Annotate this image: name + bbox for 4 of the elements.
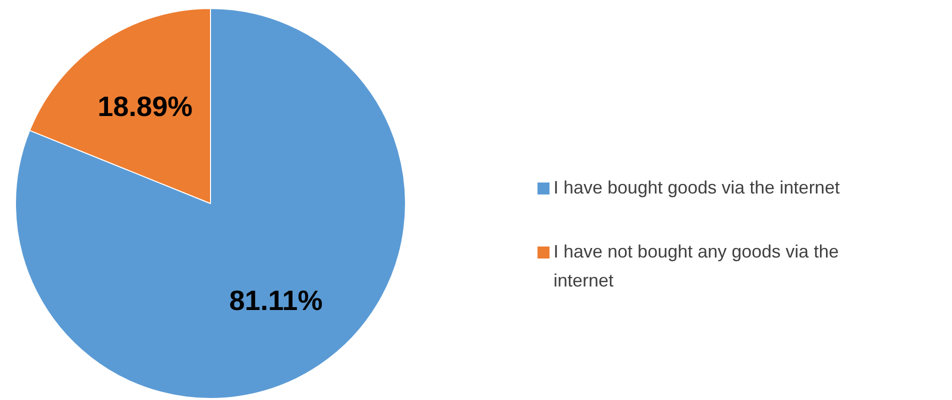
- data-label: 81.11%: [229, 284, 323, 316]
- legend-label: I have not bought any goods via the internet: [554, 242, 839, 290]
- data-label: 18.89%: [98, 91, 193, 122]
- legend-label: I have bought goods via the internet: [554, 178, 840, 198]
